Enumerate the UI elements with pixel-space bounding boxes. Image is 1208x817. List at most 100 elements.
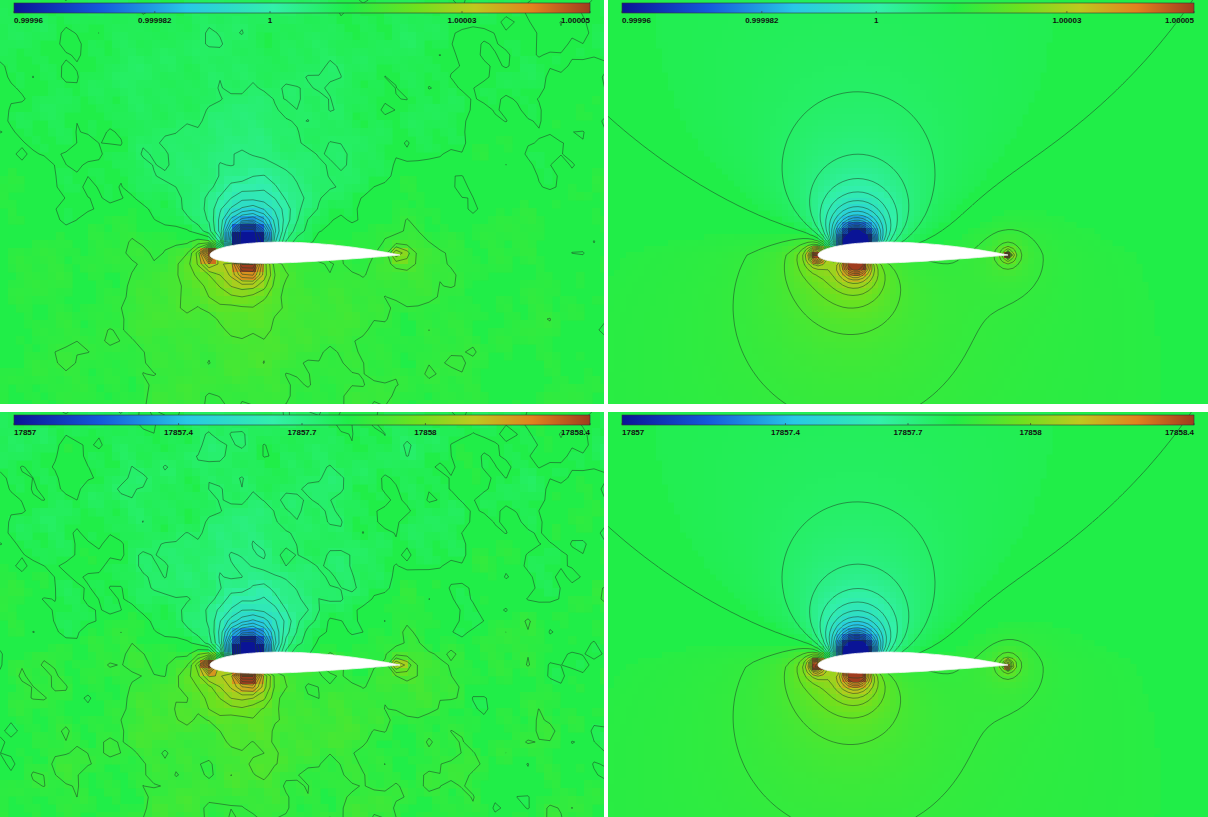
field-cell [360,64,369,73]
figure: 0.999960.99998211.000031.000050.999960.9… [0,0,1208,817]
field-cell [128,56,137,65]
field-cell [400,32,409,41]
field-cell [424,288,433,297]
field-cell [168,192,177,201]
field-cell [288,56,297,65]
field-cell [224,320,233,329]
field-cell [56,248,65,257]
field-cell [312,296,321,305]
field-cell [440,32,449,41]
field-cell [208,120,217,129]
field-cell [24,264,33,273]
field-cell [280,152,289,161]
field-cell [456,304,465,313]
field-cell [336,80,345,89]
field-cell [96,64,105,73]
field-cell [0,8,9,17]
field-cell [184,200,193,209]
field-cell [8,168,17,177]
field-cell [304,280,313,289]
field-cell [248,56,257,65]
field-cell [528,80,537,89]
field-cell [256,128,265,137]
field-cell [336,104,345,113]
field-cell [368,64,377,73]
field-cell [312,32,321,41]
field-cell [384,40,393,49]
field-cell [496,208,505,217]
field-cell [320,96,329,105]
field-cell [144,96,153,105]
field-cell [288,16,297,25]
field-cell [64,128,73,137]
field-cell [312,184,321,193]
field-cell [288,160,297,169]
field-cell [96,56,105,65]
field-cell [344,48,353,57]
field-cell [200,32,209,41]
field-cell [224,32,233,41]
field-cell [48,64,57,73]
field-cell [384,48,393,57]
field-cell [192,56,201,65]
field-cell [400,72,409,81]
field-cell [136,288,145,297]
field-cell [288,152,297,161]
field-cell [208,168,217,177]
field-cell [136,272,145,281]
field-cell [144,168,153,177]
field-cell [296,264,305,273]
field-cell [0,176,9,185]
field-cell [104,240,113,249]
field-cell [240,80,249,89]
field-cell [424,120,433,129]
field-cell [264,112,273,121]
field-cell [312,16,321,25]
field-cell [8,48,17,57]
field-cell [248,72,257,81]
field-cell [104,88,113,97]
field-cell [64,248,73,257]
field-cell [152,288,161,297]
field-cell [384,16,393,25]
field-cell [88,224,97,233]
field-cell [440,128,449,137]
field-cell [240,88,249,97]
field-cell [368,232,377,241]
field-cell [40,112,49,121]
field-cell [464,312,473,321]
field-cell [448,296,457,305]
field-cell [232,176,241,185]
field-cell [184,88,193,97]
field-cell [88,120,97,129]
field-cell [256,24,265,33]
field-cell [184,80,193,89]
field-cell [296,280,305,289]
field-cell [600,184,604,193]
field-cell [488,240,497,249]
field-cell [104,320,113,329]
field-cell [128,184,137,193]
field-cell [200,128,209,137]
field-cell [16,216,25,225]
field-cell [528,288,537,297]
field-cell [40,320,49,329]
field-cell [232,24,241,33]
field-cell [352,184,361,193]
field-cell [248,16,257,25]
field-cell [288,192,297,201]
field-cell [96,72,105,81]
field-cell [16,264,25,273]
field-cell [232,96,241,105]
field-cell [544,168,553,177]
field-cell [576,48,585,57]
field-cell [224,192,233,201]
field-cell [40,96,49,105]
field-cell [512,40,521,49]
field-cell [152,248,161,257]
field-cell [464,248,473,257]
field-cell [440,296,449,305]
field-cell [400,208,409,217]
field-cell [416,312,425,321]
field-cell [64,240,73,249]
